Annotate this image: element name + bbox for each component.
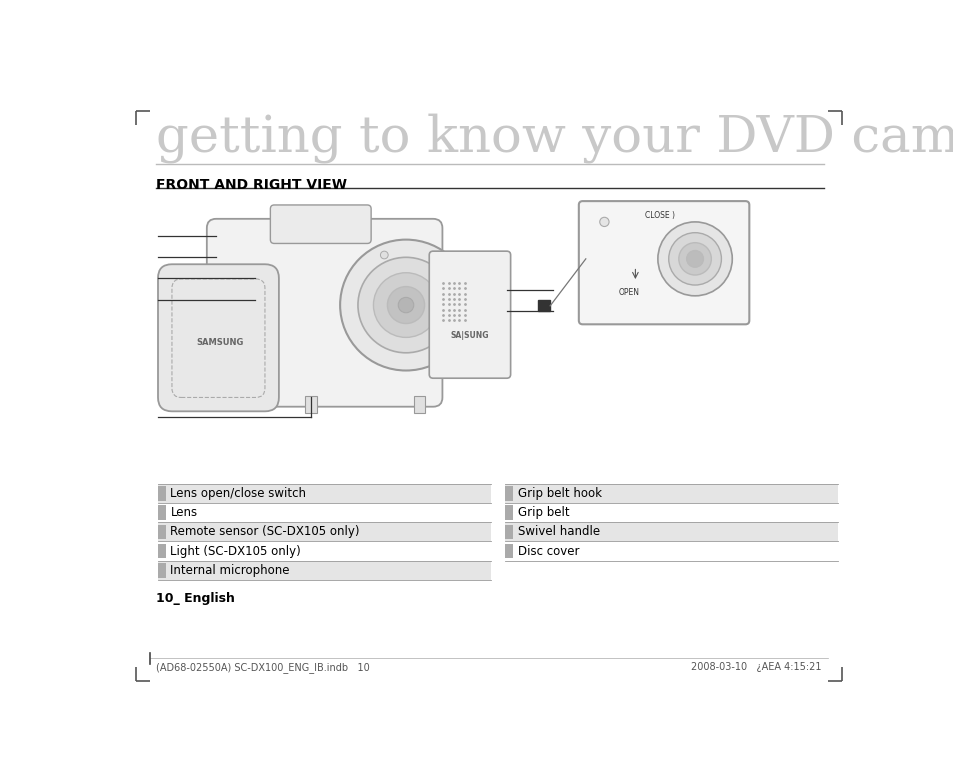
Text: Disc cover: Disc cover xyxy=(517,545,578,557)
Bar xyxy=(414,396,425,413)
Bar xyxy=(158,563,166,578)
Bar xyxy=(158,486,166,501)
Circle shape xyxy=(397,297,414,313)
Bar xyxy=(158,503,491,522)
Text: getting to know your DVD camcorder: getting to know your DVD camcorder xyxy=(156,113,953,162)
Bar xyxy=(158,544,166,558)
Bar xyxy=(505,505,513,520)
Circle shape xyxy=(668,233,720,285)
Bar xyxy=(505,503,838,522)
Text: Light (SC-DX105 only): Light (SC-DX105 only) xyxy=(171,545,301,557)
Circle shape xyxy=(599,217,608,227)
Bar xyxy=(158,561,491,580)
Bar xyxy=(505,544,513,558)
Text: 10_ English: 10_ English xyxy=(156,593,235,605)
Bar xyxy=(158,542,491,561)
Bar xyxy=(158,484,491,503)
Text: FRONT AND RIGHT VIEW: FRONT AND RIGHT VIEW xyxy=(156,178,347,192)
Circle shape xyxy=(357,257,454,353)
Text: Grip belt: Grip belt xyxy=(517,506,569,519)
Bar xyxy=(505,542,838,561)
Circle shape xyxy=(658,222,732,296)
Text: Grip belt hook: Grip belt hook xyxy=(517,487,601,500)
Bar xyxy=(158,524,166,539)
Bar xyxy=(158,505,166,520)
FancyBboxPatch shape xyxy=(578,201,748,325)
Text: (AD68-02550A) SC-DX100_ENG_IB.indb   10: (AD68-02550A) SC-DX100_ENG_IB.indb 10 xyxy=(156,662,370,673)
Circle shape xyxy=(380,251,388,259)
Text: Lens open/close switch: Lens open/close switch xyxy=(171,487,306,500)
Bar xyxy=(158,522,491,542)
Text: 2008-03-10   ¿AEA 4:15:21: 2008-03-10 ¿AEA 4:15:21 xyxy=(690,662,821,673)
Text: Lens: Lens xyxy=(171,506,197,519)
Circle shape xyxy=(387,287,424,324)
Text: OPEN: OPEN xyxy=(618,289,639,297)
Bar xyxy=(505,524,513,539)
Text: Remote sensor (SC-DX105 only): Remote sensor (SC-DX105 only) xyxy=(171,525,359,539)
Bar xyxy=(305,396,316,413)
Circle shape xyxy=(373,273,438,337)
Text: SA|SUNG: SA|SUNG xyxy=(450,332,488,340)
FancyBboxPatch shape xyxy=(158,264,278,412)
FancyBboxPatch shape xyxy=(270,205,371,244)
Bar xyxy=(505,484,838,503)
Text: SAMSUNG: SAMSUNG xyxy=(196,338,243,347)
Circle shape xyxy=(679,243,711,275)
Bar xyxy=(505,522,838,542)
Text: Swivel handle: Swivel handle xyxy=(517,525,599,539)
Text: Internal microphone: Internal microphone xyxy=(171,564,290,577)
Bar xyxy=(505,486,513,501)
Text: CLOSE ): CLOSE ) xyxy=(644,211,675,220)
FancyBboxPatch shape xyxy=(207,219,442,407)
Circle shape xyxy=(686,250,703,267)
FancyBboxPatch shape xyxy=(429,251,510,378)
Circle shape xyxy=(340,240,472,371)
Bar xyxy=(537,300,550,311)
